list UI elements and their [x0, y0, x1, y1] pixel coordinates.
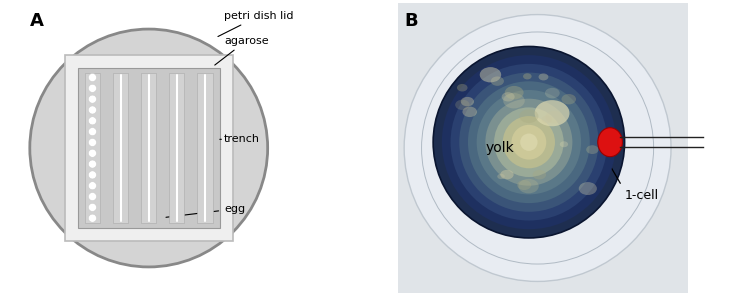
- Text: A: A: [30, 12, 44, 30]
- Ellipse shape: [503, 93, 525, 108]
- Circle shape: [88, 73, 96, 82]
- Circle shape: [88, 214, 96, 222]
- Ellipse shape: [502, 92, 514, 102]
- Ellipse shape: [519, 109, 539, 123]
- Ellipse shape: [461, 97, 474, 106]
- Bar: [169, 73, 184, 223]
- Text: B: B: [404, 12, 418, 30]
- Text: 1-cell: 1-cell: [625, 189, 659, 202]
- Circle shape: [494, 107, 564, 177]
- Circle shape: [88, 160, 96, 168]
- Circle shape: [520, 133, 537, 151]
- Ellipse shape: [579, 182, 597, 195]
- Text: petri dish lid: petri dish lid: [218, 11, 294, 36]
- Ellipse shape: [545, 111, 563, 123]
- Ellipse shape: [457, 84, 468, 91]
- Bar: [113, 73, 128, 223]
- Ellipse shape: [562, 94, 576, 104]
- Circle shape: [88, 128, 96, 136]
- Circle shape: [88, 149, 96, 157]
- Ellipse shape: [497, 174, 505, 179]
- Ellipse shape: [559, 141, 568, 147]
- Ellipse shape: [542, 116, 552, 123]
- Ellipse shape: [545, 88, 559, 98]
- Bar: [141, 73, 156, 223]
- Circle shape: [485, 99, 572, 186]
- Ellipse shape: [505, 86, 524, 99]
- Circle shape: [88, 171, 96, 179]
- Circle shape: [88, 182, 96, 190]
- Ellipse shape: [462, 107, 477, 117]
- Ellipse shape: [523, 73, 531, 79]
- Circle shape: [88, 192, 96, 201]
- Bar: [85, 73, 100, 223]
- Ellipse shape: [455, 100, 470, 110]
- Circle shape: [88, 106, 96, 114]
- Circle shape: [88, 203, 96, 211]
- Circle shape: [442, 55, 616, 229]
- Text: trench: trench: [220, 134, 260, 144]
- Bar: [78, 68, 220, 228]
- Ellipse shape: [500, 170, 514, 179]
- Ellipse shape: [539, 73, 548, 81]
- Circle shape: [88, 117, 96, 125]
- Circle shape: [468, 81, 590, 203]
- Ellipse shape: [517, 180, 531, 190]
- Circle shape: [88, 84, 96, 92]
- Circle shape: [511, 125, 546, 160]
- Circle shape: [433, 46, 625, 238]
- Ellipse shape: [491, 76, 504, 86]
- Ellipse shape: [519, 179, 539, 193]
- Text: agarose: agarose: [215, 36, 269, 65]
- Ellipse shape: [480, 67, 501, 82]
- Circle shape: [451, 64, 608, 221]
- Ellipse shape: [598, 128, 622, 157]
- Bar: [64, 55, 233, 241]
- Circle shape: [460, 73, 599, 212]
- Circle shape: [477, 90, 581, 194]
- Circle shape: [88, 95, 96, 103]
- Text: yolk: yolk: [485, 141, 514, 155]
- Ellipse shape: [533, 170, 546, 179]
- Circle shape: [404, 15, 671, 281]
- Ellipse shape: [535, 100, 570, 126]
- Bar: [198, 73, 212, 223]
- Text: egg: egg: [166, 204, 245, 217]
- Circle shape: [88, 139, 96, 147]
- Circle shape: [502, 116, 555, 168]
- Circle shape: [30, 29, 268, 267]
- Ellipse shape: [586, 145, 599, 154]
